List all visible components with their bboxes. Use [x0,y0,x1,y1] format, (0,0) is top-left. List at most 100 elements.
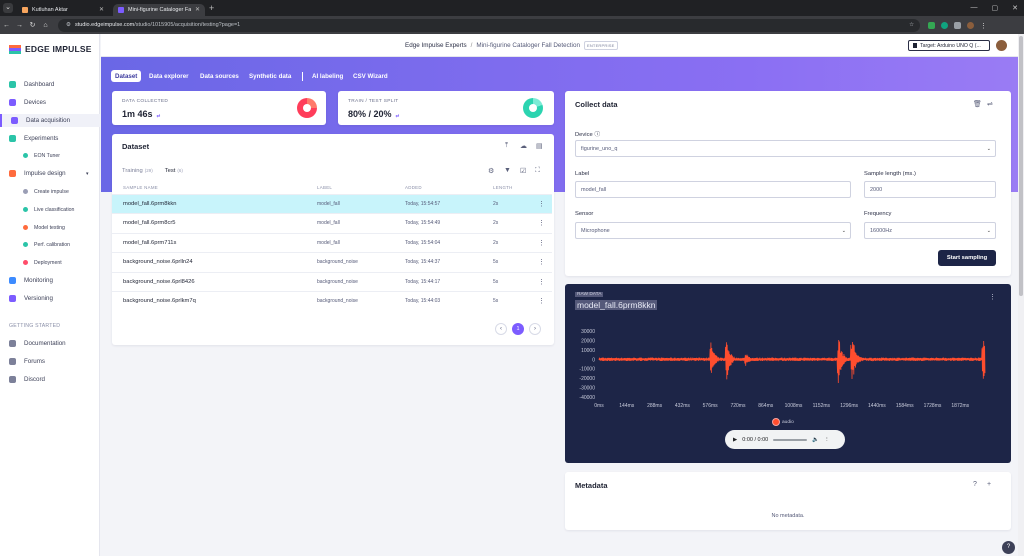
sidebar-item-discord[interactable]: Discord [0,373,100,386]
sidebar-item-dashboard[interactable]: Dashboard [0,78,100,91]
row-menu-icon[interactable]: ⋮ [538,298,545,305]
upload-icon[interactable]: ⤒ [505,142,509,149]
extensions-puzzle-icon[interactable] [954,21,961,29]
breadcrumb-org[interactable]: Edge Impulse Experts [405,42,467,49]
new-tab-icon[interactable]: + [209,3,215,13]
tab-csv-wizard[interactable]: CSV Wizard [353,72,388,80]
link-icon[interactable]: ⇄ [156,113,161,118]
browser-tab-1[interactable]: Kutluhan Aktar ✕ [17,4,109,16]
column-header-label[interactable]: LABEL [317,185,333,190]
table-row[interactable]: background_noise.6prlkm7q background_noi… [112,291,552,310]
filter-settings-icon[interactable]: ⚙ [488,168,495,175]
link-icon[interactable]: ⇄ [395,113,400,118]
sidebar-item-monitoring[interactable]: Monitoring [0,274,100,287]
row-menu-icon[interactable]: ⋮ [538,240,545,247]
next-page-icon[interactable]: › [529,323,541,335]
play-icon[interactable]: ▶ [733,436,738,443]
table-row[interactable]: model_fall.6prm8kkn model_fall Today, 15… [112,194,552,213]
edge-impulse-logo[interactable]: EDGE IMPULSE [9,44,92,54]
add-icon[interactable]: + [987,481,992,488]
sidebar-item-live-classification[interactable]: Live classification [0,203,100,216]
sidebar-item-impulse-design[interactable]: Impulse design ▾ [0,167,100,180]
column-header-length[interactable]: LENGTH [493,185,513,190]
prev-page-icon[interactable]: ‹ [495,323,507,335]
close-window-icon[interactable]: ✕ [1012,5,1018,12]
breadcrumb-project[interactable]: Mini-figurine Cataloger Fall Detection [476,42,580,49]
sidebar-item-documentation[interactable]: Documentation [0,337,100,350]
home-icon[interactable]: ⌂ [43,21,48,29]
sidebar-item-devices[interactable]: Devices [0,96,100,109]
tab-data-sources[interactable]: Data sources [200,72,239,80]
chevron-down-icon[interactable]: ▾ [86,170,89,177]
select-icon[interactable]: ☑ [520,168,527,175]
sidebar-item-deployment[interactable]: Deployment [0,256,100,269]
table-row[interactable]: model_fall.6prm711s model_fall Today, 15… [112,233,552,252]
column-header-sample-name[interactable]: SAMPLE NAME [123,185,159,190]
maximize-icon[interactable]: ▢ [991,5,999,12]
scrollbar-thumb[interactable] [1019,36,1023,296]
target-device-button[interactable]: Target: Arduino UNO Q (... [908,40,990,51]
table-row[interactable]: background_noise.6prlln24 background_noi… [112,252,552,271]
site-info-icon[interactable]: ⚙ [66,22,71,28]
filter-icon[interactable]: ▼ [504,167,511,174]
sidebar-item-perf-calibration[interactable]: Perf. calibration [0,238,100,251]
menu-kebab-icon[interactable]: ⋮ [980,22,987,30]
volume-icon[interactable]: 🔈 [812,436,820,443]
sidebar-item-versioning[interactable]: Versioning [0,292,100,305]
sidebar-item-create-impulse[interactable]: Create impulse [0,185,100,198]
frequency-select[interactable]: 16000Hz ⌄ [864,222,996,239]
sensor-select[interactable]: Microphone ⌄ [575,222,851,239]
close-tab-icon[interactable]: ✕ [98,7,104,13]
audio-player[interactable]: ▶ 0:00 / 0:00 🔈 ⋮ [725,430,845,449]
table-row[interactable]: model_fall.6prm8cr5 model_fall Today, 15… [112,213,552,232]
help-chat-button[interactable]: ? [1002,541,1015,554]
shield-extension-icon[interactable] [928,21,935,29]
row-menu-icon[interactable]: ⋮ [538,220,545,227]
tab-search-icon[interactable]: ⌄ [3,3,13,13]
row-menu-icon[interactable]: ⋮ [538,201,545,208]
tab-test[interactable]: Test (6) [165,168,183,174]
sample-length-input[interactable]: 2000 [864,181,996,198]
sidebar-item-forums[interactable]: Forums [0,355,100,368]
back-icon[interactable]: ← [3,21,10,29]
minimize-icon[interactable]: — [970,4,978,11]
row-menu-icon[interactable]: ⋮ [538,279,545,286]
forward-icon[interactable]: → [16,21,23,29]
sidebar-item-experiments[interactable]: Experiments [0,132,100,145]
tab-data-explorer[interactable]: Data explorer [149,72,189,80]
url-field[interactable]: ⚙ studio.edgeimpulse.com/studio/1015905/… [58,18,920,32]
browser-tab-2[interactable]: Mini-figurine Cataloger Fall De ✕ [113,3,205,16]
tab-training[interactable]: Training (29) [122,168,153,174]
user-avatar[interactable] [996,40,1007,51]
connect-device-icon[interactable]: ⇌ [987,101,993,108]
tab-dataset[interactable]: Dataset [111,70,142,82]
document-icon[interactable]: ▤ [536,143,543,150]
cloud-upload-icon[interactable]: ☁ [520,143,527,150]
sidebar-item-data-acquisition[interactable]: Data acquisition [0,114,100,127]
raw-data-menu-icon[interactable]: ⋮ [989,294,996,301]
help-icon[interactable]: ? [973,481,977,488]
tab-ai-labeling[interactable]: AI labeling [312,72,344,80]
profile-icon[interactable] [967,21,974,29]
tab-synthetic-data[interactable]: Synthetic data [249,72,292,80]
player-menu-icon[interactable]: ⋮ [824,436,830,443]
page-scrollbar[interactable] [1018,34,1024,556]
start-sampling-button[interactable]: Start sampling [938,250,996,266]
label-input[interactable]: model_fall [575,181,851,198]
help-circle-icon[interactable]: ⓘ [594,132,601,138]
page-number[interactable]: 1 [512,323,524,335]
seek-bar[interactable] [773,438,808,441]
expand-icon[interactable]: ⛶ [535,167,540,174]
chatgpt-extension-icon[interactable] [941,21,948,29]
sidebar-item-eon-tuner[interactable]: EON Tuner [0,149,100,162]
sidebar-item-model-testing[interactable]: Model testing [0,221,100,234]
chart-legend[interactable]: audio [772,418,794,426]
bookmark-star-icon[interactable]: ☆ [909,22,914,28]
row-menu-icon[interactable]: ⋮ [538,259,545,266]
trash-icon[interactable]: 🗑 [973,101,982,108]
table-row[interactable]: background_noise.6prl8426 background_noi… [112,272,552,291]
column-header-added[interactable]: ADDED [405,185,422,190]
device-select[interactable]: figurine_uno_q ⌄ [575,140,996,157]
reload-icon[interactable]: ↻ [29,22,36,29]
close-tab-icon[interactable]: ✕ [194,7,200,13]
